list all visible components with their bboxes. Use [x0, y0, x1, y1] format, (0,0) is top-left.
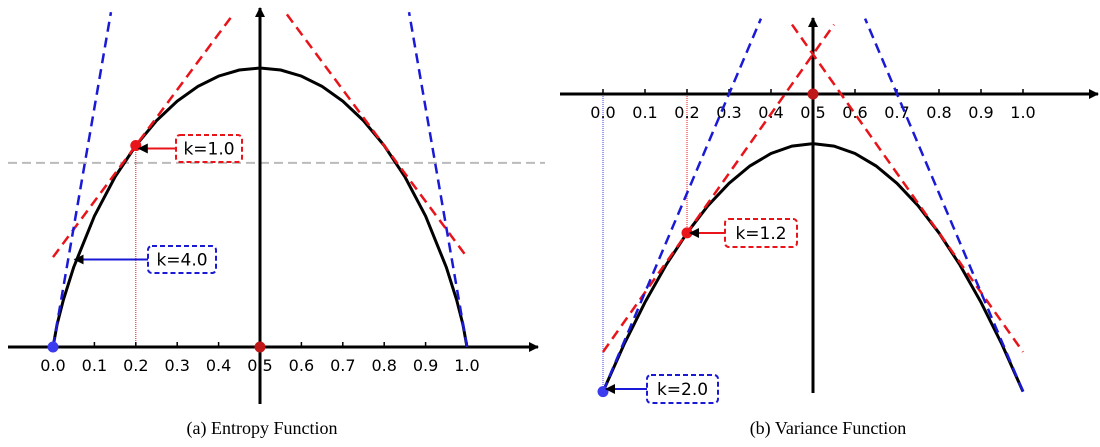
x-tick-label: 1.0: [1010, 103, 1035, 122]
entropy-panel: 0.0 0.1 0.2 0.3 0.4 0.5 0.6 0.7 0.8 0.9 1.0 k=1.0 k=…: [8, 7, 545, 404]
x-tick-label: 0.9: [968, 103, 993, 122]
x-tick-label: 0.9: [413, 356, 438, 375]
data-point: [254, 341, 266, 353]
data-point: [47, 341, 59, 353]
x-tick-label: 0.5: [800, 103, 825, 122]
annotation-label: k=4.0: [156, 251, 207, 271]
annotation-label: k=1.0: [183, 140, 234, 160]
x-tick-label: 0.6: [289, 356, 314, 375]
annotation-label: k=1.2: [735, 224, 786, 244]
x-tick-label: 0.3: [164, 356, 189, 375]
caption-variance: (b) Variance Function: [749, 418, 907, 438]
x-tick-label: 0.2: [674, 103, 699, 122]
x-tick-label: 0.5: [247, 356, 272, 375]
x-tick-label: 0.2: [123, 356, 148, 375]
x-tick-label: 0.0: [40, 356, 65, 375]
tangent-line: [51, 11, 113, 348]
tangent-line: [863, 18, 1025, 393]
variance-panel: 0.00.10.20.30.40.50.60.70.80.91.0k=1.2k=…: [560, 17, 1099, 404]
x-tick-label: 0.0: [590, 103, 615, 122]
tangent-line: [285, 13, 469, 258]
annotation-label: k=2.0: [657, 380, 708, 400]
tangent-line: [790, 23, 1025, 353]
x-tick-label: 0.1: [632, 103, 657, 122]
tangent-line: [51, 13, 235, 258]
function-curve: [51, 66, 469, 348]
annotation-box: [646, 374, 719, 404]
tangent-line: [601, 23, 836, 353]
caption-entropy: (a) Entropy Function: [186, 418, 338, 438]
x-tick-label: 0.6: [842, 103, 867, 122]
x-tick-label: 0.7: [884, 103, 909, 122]
x-tick-label: 0.8: [926, 103, 951, 122]
tangent-line: [407, 11, 469, 348]
x-tick-label: 0.3: [716, 103, 741, 122]
annotation-box: [147, 245, 217, 274]
annotation-box: [724, 218, 798, 248]
data-point: [597, 386, 609, 398]
annotation-box: [175, 134, 243, 163]
x-tick-label: 0.4: [206, 356, 231, 375]
x-tick-label: 0.1: [82, 356, 107, 375]
data-point: [807, 88, 819, 100]
x-tick-label: 1.0: [454, 356, 479, 375]
tangent-line: [601, 18, 763, 393]
x-tick-label: 0.8: [371, 356, 396, 375]
x-tick-label: 0.7: [330, 356, 355, 375]
